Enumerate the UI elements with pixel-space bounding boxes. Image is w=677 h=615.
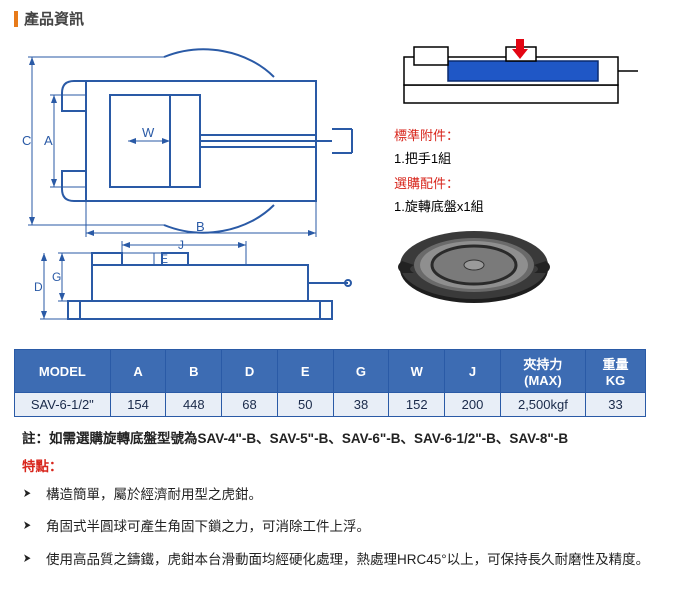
opt-accessories-head: 選購配件： (394, 173, 663, 192)
spec-table-header-row: MODELABDEGWJ夾持力(MAX)重量KG (15, 350, 646, 393)
spec-cell: 448 (166, 393, 222, 417)
dim-label-c: C (22, 133, 31, 148)
dim-label-w: W (142, 125, 155, 140)
features-title: 特點： (22, 455, 663, 475)
feature-item: 使用高品質之鑄鐵，虎鉗本台滑動面均經硬化處理，熱處理HRC45°以上，可保持長久… (22, 548, 653, 572)
spec-cell: 50 (277, 393, 333, 417)
features-list: 構造簡單，屬於經濟耐用型之虎鉗。角固式半圓球可產生角固下鎖之力，可消除工件上浮。… (14, 483, 663, 572)
spec-cell: 33 (586, 393, 646, 417)
spec-header-cell: MODEL (15, 350, 111, 393)
opt-accessory-1: 1.旋轉底盤x1組 (394, 196, 663, 215)
dim-label-e: E (160, 252, 168, 266)
spec-header-cell: G (333, 350, 389, 393)
spec-header-cell: E (277, 350, 333, 393)
engineering-drawings: A C W B (14, 39, 374, 339)
std-accessory-1: 1.把手1組 (394, 148, 663, 167)
section-title-text: 產品資訊 (24, 8, 84, 29)
side-view-diagram: J E G D (14, 239, 364, 339)
dim-label-j: J (178, 239, 184, 252)
spec-cell: 200 (445, 393, 501, 417)
cutaway-diagram (394, 39, 644, 119)
dim-label-d: D (34, 280, 43, 294)
spec-header-cell: W (389, 350, 445, 393)
feature-item: 構造簡單，屬於經濟耐用型之虎鉗。 (22, 483, 653, 507)
spec-header-cell: 重量KG (586, 350, 646, 393)
dim-label-g: G (52, 270, 61, 284)
dim-label-b: B (196, 219, 205, 234)
spec-header-cell: B (166, 350, 222, 393)
feature-item: 角固式半圓球可產生角固下鎖之力，可消除工件上浮。 (22, 515, 653, 539)
spec-cell: 152 (389, 393, 445, 417)
section-title: 產品資訊 (14, 8, 663, 29)
top-view-diagram: A C W B (14, 39, 364, 239)
spec-table: MODELABDEGWJ夾持力(MAX)重量KG SAV-6-1/2"15444… (14, 349, 646, 417)
note-line: 註：如需選購旋轉底盤型號為SAV-4"-B、SAV-5"-B、SAV-6"-B、… (22, 427, 659, 447)
top-row: A C W B (14, 39, 663, 339)
spec-cell: 154 (110, 393, 166, 417)
std-accessories-head: 標準附件： (394, 125, 663, 144)
spec-header-cell: J (445, 350, 501, 393)
accent-bar (14, 11, 18, 27)
spec-header-cell: A (110, 350, 166, 393)
spec-cell: 68 (222, 393, 278, 417)
right-column: 標準附件： 1.把手1組 選購配件： 1.旋轉底盤x1組 (374, 39, 663, 311)
spec-cell: SAV-6-1/2" (15, 393, 111, 417)
dim-label-a: A (44, 133, 53, 148)
spec-header-cell: 夾持力(MAX) (500, 350, 585, 393)
table-row: SAV-6-1/2"1544486850381522002,500kgf33 (15, 393, 646, 417)
spec-cell: 2,500kgf (500, 393, 585, 417)
spec-cell: 38 (333, 393, 389, 417)
spec-header-cell: D (222, 350, 278, 393)
turntable-image (394, 221, 663, 311)
